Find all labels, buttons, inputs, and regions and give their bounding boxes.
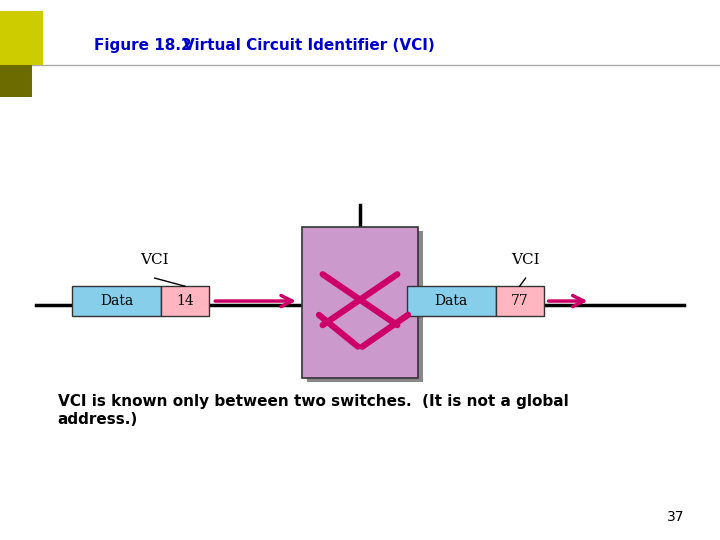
Bar (72, 286, 161, 316)
Text: Data: Data (100, 294, 133, 308)
Text: VCI: VCI (511, 253, 540, 267)
Text: VCI: VCI (140, 253, 169, 267)
Text: 37: 37 (667, 510, 684, 524)
Bar (407, 286, 496, 316)
Text: 14: 14 (176, 294, 194, 308)
Text: Figure 18.2: Figure 18.2 (94, 38, 192, 53)
Bar (161, 286, 209, 316)
Text: VCI is known only between two switches.  (It is not a global
address.): VCI is known only between two switches. … (58, 394, 568, 427)
Text: Data: Data (435, 294, 468, 308)
Text: 77: 77 (510, 294, 528, 308)
Bar (496, 286, 544, 316)
Bar (307, 231, 423, 382)
Bar (302, 227, 418, 378)
Bar (0, 11, 43, 65)
Text: Virtual Circuit Identifier (VCI): Virtual Circuit Identifier (VCI) (162, 38, 435, 53)
Bar (0, 62, 32, 97)
